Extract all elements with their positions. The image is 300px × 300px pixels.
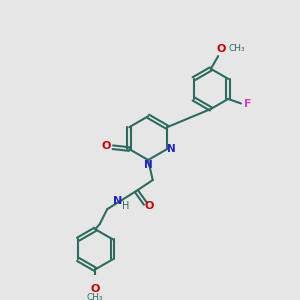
- Text: CH₃: CH₃: [87, 293, 104, 300]
- Text: N: N: [144, 160, 153, 170]
- Text: H: H: [122, 202, 129, 212]
- Text: F: F: [244, 99, 251, 110]
- Text: CH₃: CH₃: [228, 44, 245, 53]
- Text: O: O: [144, 201, 154, 211]
- Text: N: N: [112, 196, 122, 206]
- Text: N: N: [167, 144, 176, 154]
- Text: O: O: [216, 44, 226, 54]
- Text: O: O: [91, 284, 100, 294]
- Text: O: O: [102, 141, 111, 151]
